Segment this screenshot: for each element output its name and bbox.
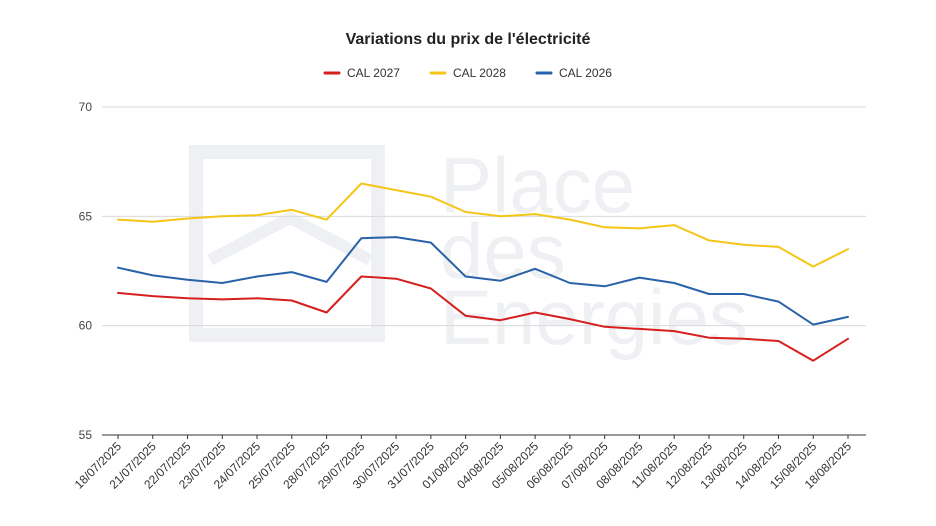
y-tick-label: 70	[79, 100, 93, 114]
y-tick-label: 60	[79, 319, 93, 333]
y-tick-label: 65	[79, 209, 93, 223]
series-line-cal-2026	[117, 236, 849, 326]
watermark-roof	[207, 211, 373, 266]
y-axis-ticks: 55 60 65 70	[79, 100, 93, 442]
watermark-line3: Energies	[440, 273, 748, 361]
series-lines	[117, 182, 849, 362]
watermark: Place des Energies	[189, 141, 748, 361]
legend-label: CAL 2026	[559, 66, 612, 80]
chart-title: Variations du prix de l'électricité	[346, 31, 591, 48]
legend: CAL 2027 CAL 2028 CAL 2026	[323, 66, 612, 80]
series-line-cal-2028	[117, 182, 849, 268]
legend-label: CAL 2028	[453, 66, 506, 80]
legend-label: CAL 2027	[347, 66, 400, 80]
legend-item-cal-2027: CAL 2027	[323, 66, 400, 80]
legend-item-cal-2028: CAL 2028	[429, 66, 506, 80]
legend-item-cal-2026: CAL 2026	[535, 66, 612, 80]
y-tick-label: 55	[79, 428, 93, 442]
x-axis-ticks: 18/07/202521/07/202522/07/202523/07/2025…	[72, 435, 854, 492]
series-line-cal-2027	[117, 275, 849, 362]
watermark-frame	[189, 145, 385, 342]
